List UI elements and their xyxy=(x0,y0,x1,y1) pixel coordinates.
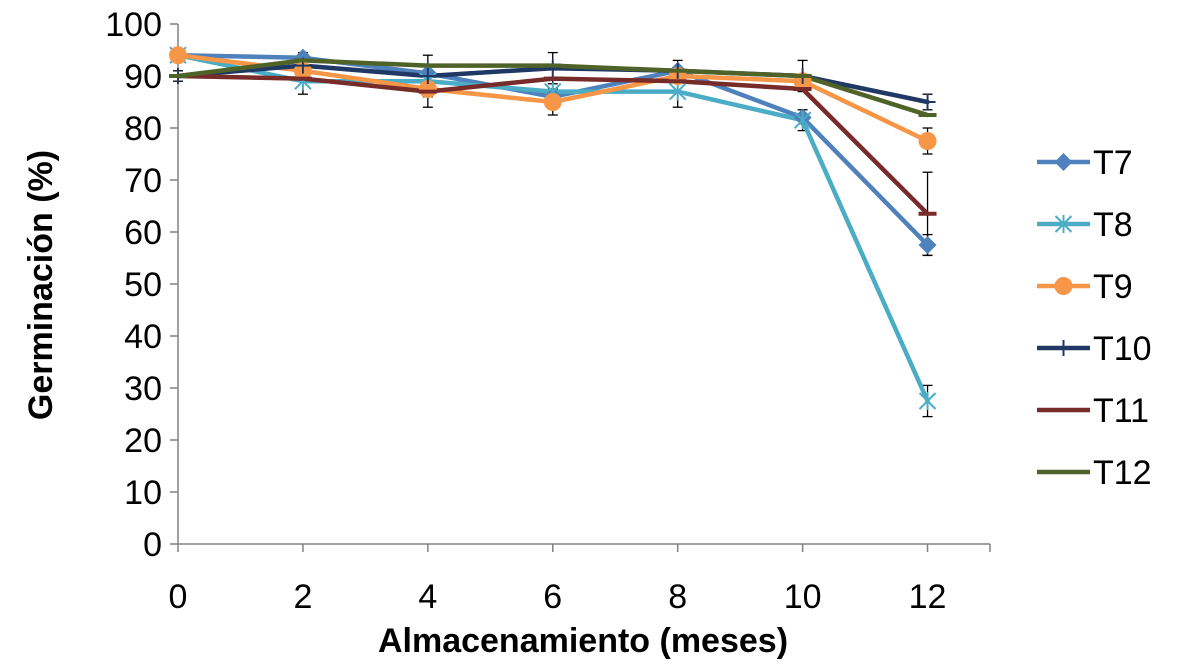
y-tick-label: 90 xyxy=(124,58,162,96)
y-tick-label: 10 xyxy=(124,474,162,512)
x-tick-label: 2 xyxy=(293,578,312,616)
data-point xyxy=(543,93,562,111)
legend-item-t8: T8 xyxy=(1037,206,1133,244)
legend-item-t10: T10 xyxy=(1037,330,1152,368)
y-tick-label: 30 xyxy=(124,370,162,408)
data-point xyxy=(169,46,187,65)
legend-item-t11: T11 xyxy=(1037,392,1149,430)
data-point xyxy=(1055,340,1072,356)
x-tick-label: 6 xyxy=(543,578,562,616)
data-point xyxy=(919,94,936,110)
data-point xyxy=(793,111,812,130)
y-tick-label: 70 xyxy=(124,162,162,200)
legend-label: T7 xyxy=(1093,144,1133,182)
series-markers-t11 xyxy=(169,74,937,216)
x-tick-label: 8 xyxy=(668,578,687,616)
y-tick-label: 20 xyxy=(124,422,162,460)
series-markers-t12 xyxy=(169,58,937,117)
x-tick-label: 12 xyxy=(909,578,947,616)
legend-label: T8 xyxy=(1093,206,1133,244)
data-point xyxy=(419,68,436,84)
data-point xyxy=(918,132,937,150)
y-tick-label: 0 xyxy=(143,526,162,564)
legend-label: T9 xyxy=(1093,268,1133,306)
tick-labels: 0 10 20 30 40 50 60 70 80 90 100 0 2 4 6 8 10 12 xyxy=(105,6,946,616)
y-axis-title: Germinación (%) xyxy=(22,150,60,420)
x-tick-label: 4 xyxy=(418,578,437,616)
y-tick-label: 80 xyxy=(124,110,162,148)
data-point xyxy=(668,82,687,101)
data-point xyxy=(1054,153,1073,171)
y-tick-label: 60 xyxy=(124,214,162,252)
legend-label: T12 xyxy=(1093,454,1152,492)
data-point xyxy=(918,392,937,410)
data-point xyxy=(918,236,937,254)
legend: T7 T8 T9 T10 T11 T12 xyxy=(1037,144,1152,492)
legend-item-t12: T12 xyxy=(1037,454,1152,492)
data-point xyxy=(1054,215,1073,233)
x-tick-label: 0 xyxy=(169,578,188,616)
axes xyxy=(170,23,991,552)
data-point xyxy=(1054,277,1073,295)
y-tick-label: 100 xyxy=(105,6,162,44)
series-markers xyxy=(169,46,937,410)
y-tick-label: 40 xyxy=(124,318,162,356)
x-axis-title: Almacenamiento (meses) xyxy=(378,622,788,660)
legend-item-t7: T7 xyxy=(1037,144,1133,182)
legend-item-t9: T9 xyxy=(1037,268,1133,306)
data-point xyxy=(544,60,561,77)
legend-label: T10 xyxy=(1093,330,1152,368)
x-tick-label: 10 xyxy=(784,578,822,616)
y-tick-label: 50 xyxy=(124,266,162,304)
legend-label: T11 xyxy=(1093,392,1149,430)
